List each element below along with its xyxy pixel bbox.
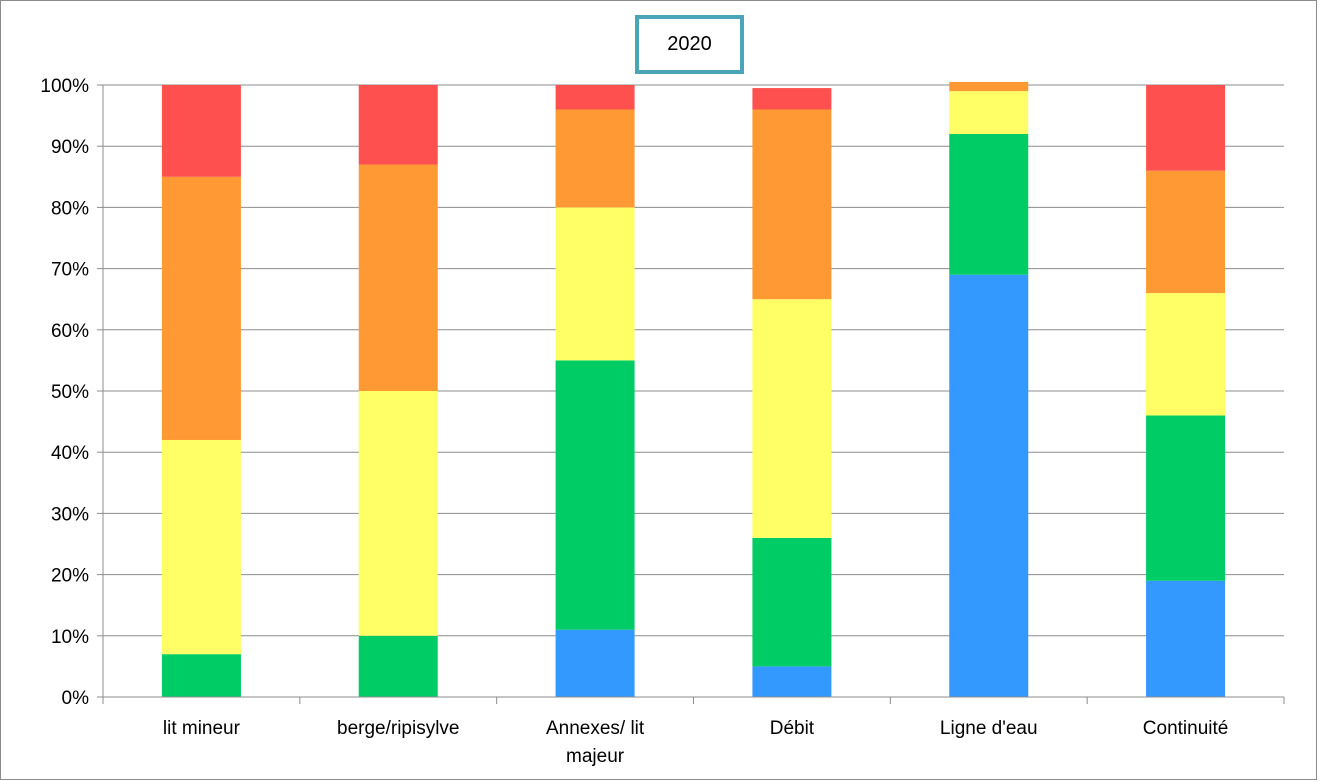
x-tick-label: berge/ripisylve xyxy=(337,718,460,739)
y-tick-label: 60% xyxy=(51,321,89,342)
bar-segment xyxy=(752,88,832,110)
y-tick-label: 10% xyxy=(51,627,89,648)
y-tick-label: 90% xyxy=(51,137,89,158)
bar-segment xyxy=(358,391,438,636)
bar-segment xyxy=(161,439,241,655)
bar-segment xyxy=(1146,170,1226,294)
bar-segment xyxy=(1146,85,1226,171)
y-tick-label: 80% xyxy=(51,198,89,219)
y-tick-label: 30% xyxy=(51,504,89,525)
bar-segment xyxy=(752,109,832,300)
bar-segment xyxy=(949,274,1029,697)
bar-segment xyxy=(358,635,438,697)
bar-segment xyxy=(161,85,241,177)
x-tick-label: Ligne d'eau xyxy=(940,718,1038,739)
bar-segment xyxy=(555,629,635,697)
y-tick-labels: 0% 10% 20% 30% 40% 50% 60% 70% 80% 90% 100% xyxy=(40,76,89,709)
bars xyxy=(161,81,1226,697)
y-tick-label: 70% xyxy=(51,260,89,281)
x-tick-label: lit mineur xyxy=(163,718,241,739)
bar-segment xyxy=(949,133,1029,275)
bar-segment xyxy=(161,654,241,697)
bar-segment xyxy=(555,85,635,110)
gridlines xyxy=(103,84,1284,637)
bar-segment xyxy=(555,207,635,361)
chart-title-box: 2020 xyxy=(635,15,744,74)
x-tick-labels: lit mineur berge/ripisylve Annexes/ lit maj… xyxy=(163,718,1228,767)
bar-segment xyxy=(358,85,438,165)
y-tick-label: 20% xyxy=(51,566,89,587)
bar-segment xyxy=(949,81,1029,92)
bar-segment xyxy=(1146,580,1226,697)
bar-segment xyxy=(949,91,1029,134)
bar-segment xyxy=(752,299,832,538)
bar-segment xyxy=(161,176,241,440)
y-tick-label: 100% xyxy=(40,76,89,97)
x-tick-label: Continuité xyxy=(1143,718,1229,739)
bar-segment xyxy=(555,109,635,208)
axes xyxy=(97,84,1285,704)
y-tick-label: 50% xyxy=(51,382,89,403)
bar-segment xyxy=(752,666,832,697)
y-tick-label: 0% xyxy=(62,688,90,709)
x-tick-label: Annexes/ lit majeur xyxy=(546,718,645,767)
bar-segment xyxy=(1146,293,1226,416)
bar-segment xyxy=(358,164,438,391)
bar-segment xyxy=(555,360,635,630)
chart-title: 2020 xyxy=(667,33,712,55)
y-tick-label: 40% xyxy=(51,443,89,464)
bar-segment xyxy=(1146,415,1226,581)
x-tick-label: Débit xyxy=(770,718,815,739)
bar-segment xyxy=(752,537,832,667)
